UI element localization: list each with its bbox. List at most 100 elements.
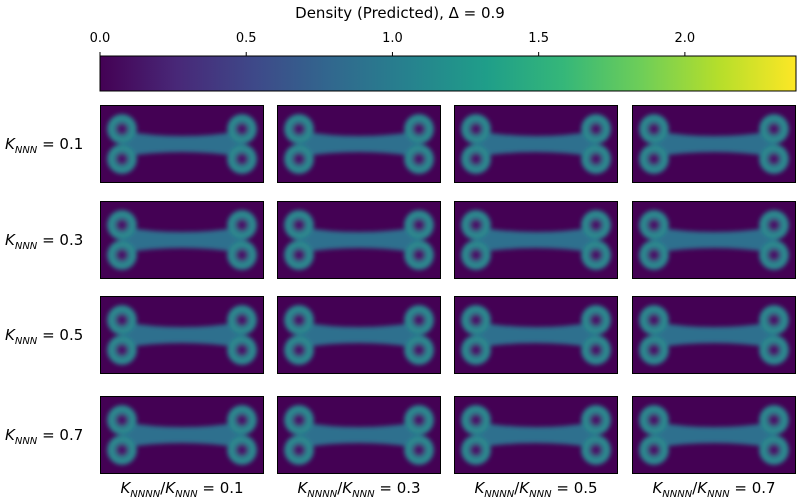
bone-ring-edge [286,307,312,333]
bone-ring-edge [229,337,255,363]
bone-hole [293,344,305,356]
bone-ring-edge [229,146,255,172]
bone-hole [648,444,660,456]
bone-ring-edge [463,116,489,142]
bone-hole [116,123,128,135]
bone-hole [470,219,482,231]
symbol: K [120,479,131,497]
tile [277,296,441,374]
divider: / [337,479,343,497]
bone-hole [236,444,248,456]
bone-ring-edge [109,212,135,238]
bone-hole [413,414,425,426]
bone-body [299,227,419,253]
bone [284,305,434,365]
bone-ring-edge [761,116,787,142]
tile-frame [100,105,264,183]
bone-ring-edge [583,437,609,463]
symbol: K [297,479,308,497]
col-value: 0.7 [752,479,776,497]
subscript: NNNN [662,489,692,500]
symbol: K [519,479,530,497]
bone-body [476,131,596,157]
subscript: NNN [15,145,38,156]
bone-ring-edge [286,242,312,268]
bone-ring-edge [229,212,255,238]
bone-hole [236,249,248,261]
tile-frame [100,396,264,474]
bone-hole [768,414,780,426]
bone-ring-edge [583,146,609,172]
bone-hole [116,414,128,426]
bone-body [299,131,419,157]
tile-frame [277,296,441,374]
bone-ring-edge [463,437,489,463]
bone-body [654,227,774,253]
subscript: NNN [15,336,38,347]
bone [461,210,611,270]
row-value: 0.3 [59,231,83,249]
tile [632,201,796,279]
divider: / [514,479,520,497]
colorbar [99,55,797,92]
bone [639,305,789,365]
tile [632,296,796,374]
bone-hole [590,444,602,456]
tick-label: 0.5 [236,31,257,46]
bone-hole [648,344,660,356]
bone-ring-edge [641,337,667,363]
bone-ring-edge [406,307,432,333]
bone [107,405,257,465]
relation: = [37,326,59,344]
bone-ring-edge [406,337,432,363]
bone-hole [116,314,128,326]
bone [461,405,611,465]
bone-ring-edge [463,307,489,333]
bone-ring-edge [641,307,667,333]
bone-body [122,131,242,157]
bone-ring-edge [463,407,489,433]
bone [639,210,789,270]
tile-frame [632,105,796,183]
bone-ring-edge [641,146,667,172]
bone-hole [413,123,425,135]
row-value: 0.1 [59,135,83,153]
bone-ring-edge [583,212,609,238]
bone-hole [470,123,482,135]
symbol: K [5,326,16,344]
bone-ring-edge [761,242,787,268]
bone-ring-edge [406,437,432,463]
bone-body [122,227,242,253]
bone-ring-edge [286,212,312,238]
bone-hole [293,249,305,261]
bone [461,114,611,174]
bone-ring-edge [286,407,312,433]
relation: = [375,479,397,497]
subscript: NNN [15,241,38,252]
bone-body [476,422,596,448]
col-label: KNNNN/KNNN = 0.7 [652,479,775,500]
bone-ring-edge [229,242,255,268]
bone-ring-edge [406,116,432,142]
bone-hole [470,344,482,356]
tile-frame [277,396,441,474]
symbol: K [697,479,708,497]
tile-frame [632,201,796,279]
bone-body [476,227,596,253]
subscript: NNN [707,489,730,500]
tile [100,396,264,474]
title: Density (Predicted), Δ = 0.9 [295,4,505,22]
tile [632,396,796,474]
bone [284,114,434,174]
tile-frame [454,296,618,374]
col-value: 0.5 [574,479,598,497]
tile-frame [100,296,264,374]
col-value: 0.3 [397,479,421,497]
bone-hole [236,344,248,356]
bone [461,305,611,365]
bone [284,405,434,465]
symbol: K [5,231,16,249]
bone-ring-edge [583,407,609,433]
subscript: NNNN [130,489,160,500]
row-value: 0.7 [59,426,83,444]
